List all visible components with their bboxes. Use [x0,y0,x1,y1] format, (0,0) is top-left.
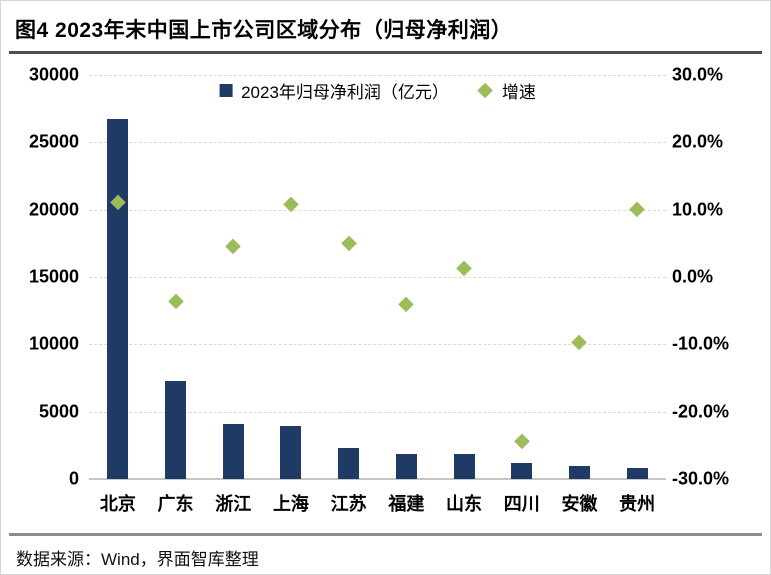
growth-diamond-浙江 [225,238,241,254]
right-axis-tick-label: -20.0% [672,401,730,422]
right-axis-tick-label: 10.0% [672,199,724,220]
right-axis-tick-label: -30.0% [672,468,730,489]
profit-bar-江苏 [338,447,360,479]
right-axis-tick-label: 30.0% [672,64,724,85]
growth-diamond-四川 [514,433,530,449]
bar-series-label: 2023年归母净利润（亿元） [241,82,449,102]
left-axis-tick-label: 10000 [28,333,79,354]
growth-diamond-安徽 [572,334,587,350]
x-axis-category-label: 浙江 [215,494,252,514]
gridline [89,344,666,346]
chart-legend: 2023年归母净利润（亿元） 增速 [215,78,540,102]
growth-diamond-广东 [168,293,183,309]
chart-title: 图4 2023年末中国上市公司区域分布（归母净利润） [15,19,513,42]
profit-bar-北京 [107,119,129,479]
profit-bar-贵州 [626,468,648,479]
x-axis-category-label: 江苏 [330,494,367,514]
profit-bar-上海 [280,425,302,479]
growth-series-label: 增速 [501,82,536,102]
bar-series-swatch-icon [219,83,233,97]
x-axis-category-label: 福建 [388,494,425,514]
profit-bar-安徽 [568,466,590,479]
left-axis-tick-label: 20000 [28,199,79,220]
profit-bar-浙江 [222,424,244,479]
growth-diamond-江苏 [341,235,357,251]
x-axis-category-label: 贵州 [619,494,656,514]
x-axis-category-label: 上海 [272,494,309,514]
growth-series-diamond-icon [477,82,494,98]
gridline [89,277,666,278]
gridline [89,209,666,211]
right-axis-tick-label: 0.0% [672,266,714,287]
gridline [89,142,666,144]
growth-diamond-贵州 [629,201,645,217]
left-axis-tick-label: 0 [68,468,79,489]
x-axis-category-label: 安徽 [561,494,598,514]
profit-bar-福建 [395,453,417,479]
footer-divider [9,533,762,536]
profit-bar-山东 [453,454,475,479]
right-axis-tick-label: -10.0% [672,333,730,354]
x-axis-category-label: 广东 [157,494,194,514]
left-axis-profit: 0 5000 10000 15000 20000 25000 30000 [1,65,81,489]
profit-bar-广东 [165,380,187,479]
left-axis-tick-label: 30000 [28,64,79,85]
x-axis-line [89,478,666,480]
source-note: 数据来源：Wind，界面智库整理 [16,550,259,569]
growth-diamond-山东 [456,260,472,276]
x-axis-category-label: 北京 [99,494,136,514]
profit-bar-四川 [511,462,533,479]
left-axis-tick-label: 25000 [28,131,79,152]
gridline [89,411,666,413]
left-axis-tick-label: 5000 [38,401,79,422]
plot-area: 2023年归母净利润（亿元） 增速 [89,75,666,480]
gridline [89,75,666,76]
title-divider [9,51,762,54]
x-axis-categories: 北京 广东 浙江 上海 江苏 福建 山东 四川 安徽 贵州 [89,491,666,519]
right-axis-growth: -30.0% -20.0% -10.0% 0.0% 10.0% 20.0% 30.0% [672,65,768,489]
x-axis-category-label: 山东 [446,494,483,514]
left-axis-tick-label: 15000 [28,266,79,287]
growth-diamond-福建 [398,296,414,312]
right-axis-tick-label: 20.0% [672,131,724,152]
x-axis-category-label: 四川 [503,494,540,514]
